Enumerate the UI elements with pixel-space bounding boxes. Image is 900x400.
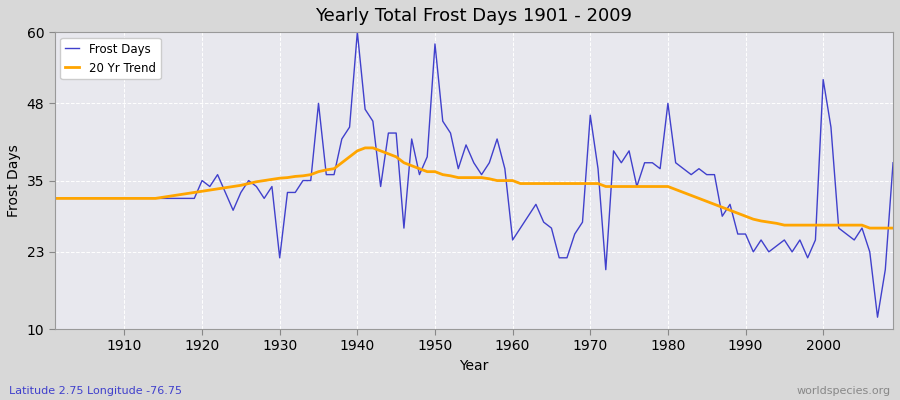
20 Yr Trend xyxy=(608,184,619,189)
Line: Frost Days: Frost Days xyxy=(55,32,893,317)
20 Yr Trend xyxy=(328,166,339,171)
20 Yr Trend xyxy=(112,196,122,201)
Frost Days xyxy=(872,315,883,320)
Title: Yearly Total Frost Days 1901 - 2009: Yearly Total Frost Days 1901 - 2009 xyxy=(315,7,633,25)
20 Yr Trend xyxy=(50,196,60,201)
Frost Days xyxy=(508,238,518,242)
20 Yr Trend xyxy=(508,178,518,183)
Frost Days xyxy=(515,226,526,230)
Y-axis label: Frost Days: Frost Days xyxy=(7,144,21,217)
X-axis label: Year: Year xyxy=(459,359,489,373)
20 Yr Trend xyxy=(864,226,875,230)
Frost Days xyxy=(608,148,619,153)
20 Yr Trend xyxy=(360,146,371,150)
Text: Latitude 2.75 Longitude -76.75: Latitude 2.75 Longitude -76.75 xyxy=(9,386,182,396)
Text: worldspecies.org: worldspecies.org xyxy=(796,386,891,396)
20 Yr Trend xyxy=(887,226,898,230)
Line: 20 Yr Trend: 20 Yr Trend xyxy=(55,148,893,228)
Frost Days xyxy=(328,172,339,177)
Legend: Frost Days, 20 Yr Trend: Frost Days, 20 Yr Trend xyxy=(60,38,160,79)
Frost Days xyxy=(112,196,122,201)
Frost Days xyxy=(352,30,363,34)
20 Yr Trend xyxy=(515,181,526,186)
Frost Days xyxy=(50,196,60,201)
Frost Days xyxy=(282,190,292,195)
Frost Days xyxy=(887,160,898,165)
20 Yr Trend xyxy=(282,175,292,180)
